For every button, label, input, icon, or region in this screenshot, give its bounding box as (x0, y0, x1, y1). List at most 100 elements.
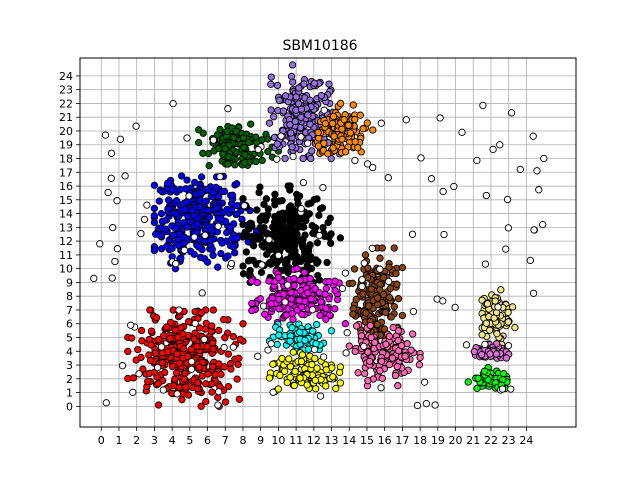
y-tick-label: 15 (59, 194, 73, 207)
data-point (185, 192, 193, 200)
x-tick-label: 22 (484, 434, 498, 447)
data-point (184, 331, 192, 340)
y-tick-label: 2 (66, 373, 73, 386)
data-point (309, 229, 317, 237)
data-point (394, 295, 403, 303)
data-point (258, 261, 266, 269)
data-point (398, 311, 407, 320)
data-point (267, 340, 275, 348)
data-point (385, 263, 393, 271)
data-point (260, 200, 268, 209)
data-point (150, 181, 159, 189)
data-point (230, 134, 238, 142)
data-point (360, 342, 368, 351)
data-point (314, 128, 322, 137)
data-point (239, 195, 247, 203)
data-point (158, 217, 167, 225)
data-point (297, 113, 305, 121)
data-point (164, 179, 172, 187)
data-point (139, 365, 147, 373)
data-point (345, 342, 353, 350)
y-tick-label: 9 (66, 276, 73, 289)
data-point (127, 321, 135, 329)
data-point (458, 128, 466, 136)
y-tick-label: 22 (59, 97, 73, 110)
data-point (370, 344, 378, 353)
data-point (450, 182, 458, 191)
data-point (360, 259, 368, 267)
data-point (175, 306, 183, 314)
data-point (169, 99, 177, 108)
data-point (113, 197, 121, 205)
data-point (394, 327, 403, 335)
data-point (134, 345, 142, 354)
cluster-10 (345, 320, 424, 390)
data-point (183, 176, 191, 184)
data-point (146, 306, 154, 314)
data-point (209, 136, 218, 144)
data-point (439, 187, 447, 196)
data-point (225, 153, 233, 161)
data-point (321, 119, 330, 128)
data-point (390, 302, 398, 311)
data-point (227, 259, 236, 268)
data-point (171, 375, 179, 383)
data-point (311, 354, 319, 363)
data-point (533, 167, 541, 175)
data-point (264, 147, 272, 156)
data-point (327, 154, 335, 163)
data-point (341, 148, 350, 156)
x-tick-label: 21 (466, 434, 480, 447)
data-point (203, 258, 212, 266)
data-point (352, 322, 361, 330)
data-point (102, 399, 110, 407)
data-point (516, 165, 524, 174)
data-point (153, 363, 162, 372)
data-point (368, 244, 376, 252)
data-point (215, 360, 223, 368)
data-point (104, 188, 112, 197)
data-point (259, 302, 268, 310)
data-point (493, 330, 501, 338)
data-point (348, 279, 357, 287)
data-point (298, 351, 307, 359)
data-point (496, 141, 504, 149)
data-point (271, 190, 279, 198)
data-point (369, 163, 377, 172)
data-point (482, 191, 491, 200)
data-point (486, 326, 494, 334)
data-point (220, 363, 229, 371)
data-point (208, 380, 216, 388)
data-point (379, 290, 388, 299)
data-point (358, 282, 366, 291)
data-point (188, 357, 196, 366)
data-point (270, 113, 278, 121)
data-point (529, 132, 537, 140)
data-point (216, 125, 224, 134)
data-point (306, 96, 314, 104)
data-point (155, 335, 163, 344)
data-point (221, 398, 230, 406)
data-point (349, 101, 357, 109)
data-point (350, 265, 359, 273)
data-point (143, 201, 151, 209)
data-point (214, 222, 222, 230)
data-point (157, 343, 166, 351)
data-point (239, 134, 247, 142)
x-tick-label: 10 (271, 434, 285, 447)
data-point (132, 122, 140, 130)
data-point (253, 206, 261, 214)
data-point (504, 318, 512, 326)
data-point (388, 354, 397, 362)
data-point (308, 306, 317, 314)
data-point (202, 380, 210, 388)
data-point (249, 238, 257, 246)
data-point (201, 325, 209, 333)
data-point (108, 274, 116, 282)
data-point (301, 336, 309, 344)
data-point (181, 383, 190, 391)
data-point (101, 131, 110, 139)
data-point (473, 384, 481, 393)
data-point (393, 280, 401, 288)
data-point (198, 289, 206, 297)
